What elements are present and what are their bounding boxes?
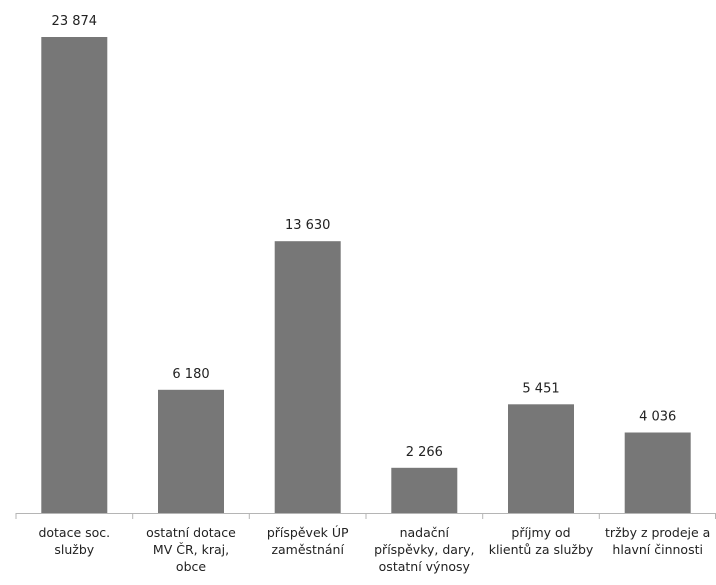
category-label-line: příspěvek ÚP	[267, 525, 349, 540]
category-label-line: dotace soc.	[38, 525, 110, 540]
category-label-2: ostatní dotace MV ČR, kraj, obce	[146, 525, 236, 574]
data-label-1: 23 874	[52, 14, 98, 29]
category-label-line: MV ČR, kraj,	[153, 542, 229, 557]
bar-6	[624, 432, 691, 513]
category-label-line: tržby z prodeje a	[605, 525, 710, 540]
category-label-line: hlavní činnosti	[612, 542, 703, 557]
bar-5	[508, 404, 574, 513]
data-label-6: 4 036	[639, 410, 676, 425]
category-label-line: nadační	[400, 525, 450, 540]
bar-2	[158, 389, 224, 513]
category-label-3: příspěvek ÚP zaměstnání	[267, 525, 349, 557]
category-label-line: příspěvky, dary,	[374, 542, 474, 557]
category-label-line: zaměstnání	[271, 542, 344, 557]
category-label-1: dotace soc. služby	[38, 525, 110, 557]
bar-3	[274, 241, 341, 513]
category-label-6: tržby z prodeje a hlavní činnosti	[605, 525, 710, 557]
category-label-5: příjmy od klientů za služby	[489, 525, 594, 557]
category-label-line: ostatní výnosy	[379, 559, 471, 574]
x-axis-labels: dotace soc. služby ostatní dotace MV ČR, kr…	[38, 525, 710, 574]
category-label-line: klientů za služby	[489, 542, 594, 557]
x-axis-ticks	[15, 513, 716, 519]
category-label-4: nadační příspěvky, dary, ostatní výnosy	[374, 525, 474, 574]
bar-1	[41, 37, 108, 513]
data-label-2: 6 180	[172, 367, 209, 382]
category-label-line: služby	[54, 542, 94, 557]
category-label-line: příjmy od	[511, 525, 570, 540]
bar-4	[391, 467, 458, 513]
category-label-line: obce	[176, 559, 206, 574]
data-label-4: 2 266	[406, 445, 443, 460]
data-label-3: 13 630	[285, 218, 331, 233]
data-labels-layer: 23 874 6 180 13 630 2 266 5 451 4 036	[52, 14, 677, 460]
bars-layer	[41, 37, 691, 513]
data-label-5: 5 451	[522, 381, 559, 396]
category-label-line: ostatní dotace	[146, 525, 236, 540]
